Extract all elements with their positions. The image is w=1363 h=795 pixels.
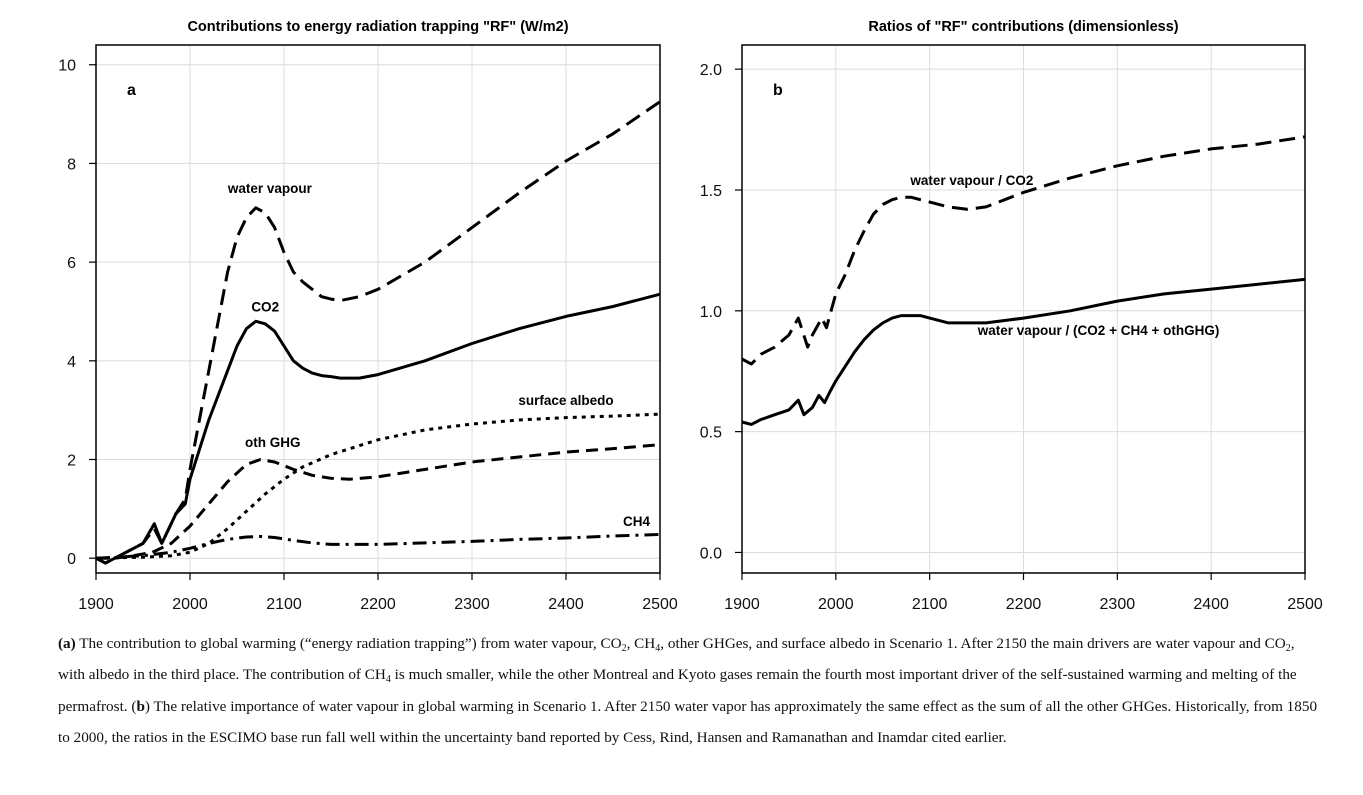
- x-tick-label: 2300: [1100, 596, 1136, 613]
- series-line-2: oth GHG: [96, 443, 661, 560]
- y-tick-label: 10: [58, 58, 76, 75]
- series-line-0: water vapour / CO2: [741, 135, 1306, 366]
- y-tick-label: 0.5: [700, 425, 722, 442]
- series-annotation: water vapour: [227, 181, 313, 196]
- x-tick-label: 2400: [1193, 596, 1229, 613]
- x-tick-label: 2500: [642, 596, 678, 613]
- series-annotation: CH4: [623, 514, 650, 529]
- series-annotation: oth GHG: [245, 435, 301, 450]
- series-line-3: surface albedo: [95, 412, 661, 560]
- chart-panel-b: water vapour / CO2 water vapour / (CO2 + …: [700, 19, 1323, 613]
- x-tick-label: 2300: [454, 596, 490, 613]
- y-tick-label: 2: [67, 453, 76, 470]
- y-tick-label: 8: [67, 156, 76, 173]
- y-tick-label: 6: [67, 255, 76, 272]
- series-line-4: CH4: [95, 533, 661, 560]
- x-tick-label: 2000: [818, 596, 854, 613]
- series-annotation: water vapour / (CO2 + CH4 + othGHG): [977, 323, 1220, 338]
- panel-label: b: [773, 82, 783, 99]
- series-annotation: surface albedo: [518, 393, 613, 408]
- y-tick-label: 0.0: [700, 545, 722, 562]
- x-tick-label: 2000: [172, 596, 208, 613]
- series-line-1: CO2: [95, 292, 661, 565]
- series-annotation: CO2: [251, 299, 279, 314]
- x-tick-label: 2100: [266, 596, 302, 613]
- x-tick-label: 2100: [912, 596, 948, 613]
- y-tick-label: 1.5: [700, 183, 722, 200]
- y-tick-label: 1.0: [700, 304, 722, 321]
- chart-title: Ratios of "RF" contributions (dimensionl…: [868, 19, 1178, 35]
- series-annotation: water vapour / CO2: [909, 173, 1033, 188]
- chart-title: Contributions to energy radiation trappi…: [187, 19, 568, 35]
- x-tick-label: 2200: [360, 596, 396, 613]
- panel-label: a: [127, 82, 136, 99]
- y-tick-label: 2.0: [700, 62, 722, 79]
- x-tick-label: 1900: [78, 596, 114, 613]
- x-tick-label: 2500: [1287, 596, 1323, 613]
- y-tick-label: 4: [67, 354, 76, 371]
- x-tick-label: 1900: [724, 596, 760, 613]
- x-tick-label: 2200: [1006, 596, 1042, 613]
- series-line-1: water vapour / (CO2 + CH4 + othGHG): [741, 277, 1306, 426]
- figure-caption: (a) The contribution to global warming (…: [58, 635, 1318, 746]
- x-tick-label: 2400: [548, 596, 584, 613]
- y-tick-label: 0: [67, 551, 76, 568]
